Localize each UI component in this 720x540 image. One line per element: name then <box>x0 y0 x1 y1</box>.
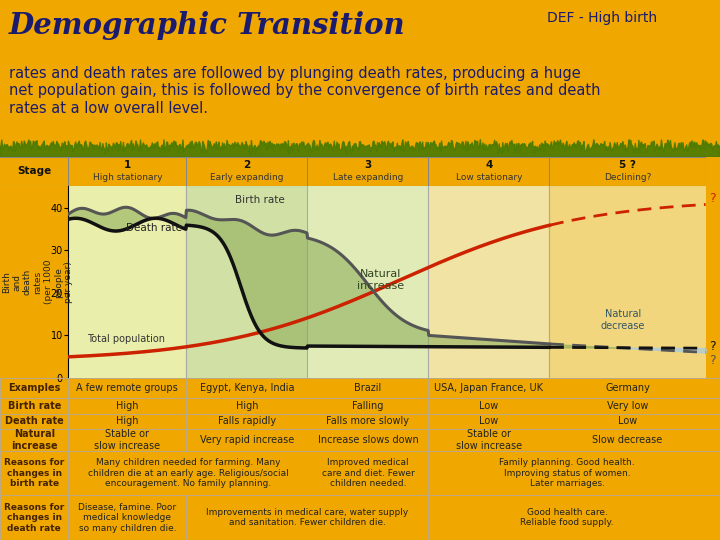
Text: A few remote groups: A few remote groups <box>76 383 179 393</box>
Text: DEF - High birth: DEF - High birth <box>547 11 657 25</box>
Text: 5 ?: 5 ? <box>619 160 636 170</box>
Text: Low: Low <box>480 401 498 411</box>
Text: 3: 3 <box>364 160 372 170</box>
Text: Improvements in medical care, water supply
and sanitation. Fewer children die.: Improvements in medical care, water supp… <box>206 508 408 528</box>
Text: Total population: Total population <box>88 334 166 344</box>
Bar <box>186 186 307 378</box>
Text: Low: Low <box>480 416 498 427</box>
Text: High: High <box>116 401 138 411</box>
Text: Birth rate: Birth rate <box>235 195 284 205</box>
Text: Examples: Examples <box>8 383 60 393</box>
Text: Low: Low <box>618 416 637 427</box>
Text: 4: 4 <box>485 160 492 170</box>
Text: Birth rate: Birth rate <box>7 401 61 411</box>
Text: Low stationary: Low stationary <box>456 173 522 183</box>
Text: Brazil: Brazil <box>354 383 382 393</box>
Text: Reasons for
changes in
birth rate: Reasons for changes in birth rate <box>4 458 64 488</box>
Text: Stage: Stage <box>17 166 51 177</box>
Text: Very rapid increase: Very rapid increase <box>199 435 294 445</box>
Text: USA, Japan France, UK: USA, Japan France, UK <box>434 383 544 393</box>
Text: Reasons for
changes in
death rate: Reasons for changes in death rate <box>4 503 64 532</box>
Text: Germany: Germany <box>605 383 650 393</box>
Text: Disease, famine. Poor
medical knowledge
so many children die.: Disease, famine. Poor medical knowledge … <box>78 503 176 532</box>
Text: High: High <box>116 416 138 427</box>
Text: Increase slows down: Increase slows down <box>318 435 418 445</box>
Text: Good health care.
Reliable food supply.: Good health care. Reliable food supply. <box>521 508 613 528</box>
Text: Falls more slowly: Falls more slowly <box>326 416 410 427</box>
Text: 2: 2 <box>243 160 251 170</box>
Text: Falling: Falling <box>352 401 384 411</box>
Text: Stable or
slow increase: Stable or slow increase <box>456 429 522 451</box>
Text: Very low: Very low <box>607 401 648 411</box>
Text: Natural
increase: Natural increase <box>357 269 404 291</box>
Bar <box>549 186 706 378</box>
Text: Family planning. Good health.
Improving status of women.
Later marriages.: Family planning. Good health. Improving … <box>499 458 635 488</box>
Text: ?: ? <box>708 340 716 353</box>
Bar <box>428 186 549 378</box>
Text: Egypt, Kenya, India: Egypt, Kenya, India <box>199 383 294 393</box>
Text: Birth
and
death
rates
(per 1000
people
per year): Birth and death rates (per 1000 people p… <box>2 260 73 305</box>
Text: ?: ? <box>708 192 716 205</box>
Text: Demographic Transition: Demographic Transition <box>9 11 405 40</box>
Text: Natural
increase: Natural increase <box>11 429 58 451</box>
Text: ?: ? <box>708 354 716 367</box>
Text: Improved medical
care and diet. Fewer
children needed.: Improved medical care and diet. Fewer ch… <box>322 458 414 488</box>
Text: Slow decrease: Slow decrease <box>593 435 662 445</box>
Text: 1: 1 <box>124 160 131 170</box>
Bar <box>68 186 186 378</box>
Text: High stationary: High stationary <box>93 173 162 183</box>
Text: Declining?: Declining? <box>604 173 651 183</box>
Bar <box>307 186 428 378</box>
Text: Late expanding: Late expanding <box>333 173 403 183</box>
Text: Death rate: Death rate <box>126 223 181 233</box>
Text: rates and death rates are followed by plunging death rates, producing a huge
net: rates and death rates are followed by pl… <box>9 66 600 116</box>
Text: Death rate: Death rate <box>5 416 63 427</box>
Text: High: High <box>235 401 258 411</box>
Text: Many children needed for farming. Many
children die at an early age. Religious/s: Many children needed for farming. Many c… <box>88 458 288 488</box>
Text: Natural
decrease: Natural decrease <box>600 309 645 331</box>
Text: Early expanding: Early expanding <box>210 173 284 183</box>
Text: Stable or
slow increase: Stable or slow increase <box>94 429 161 451</box>
Text: Falls rapidly: Falls rapidly <box>217 416 276 427</box>
